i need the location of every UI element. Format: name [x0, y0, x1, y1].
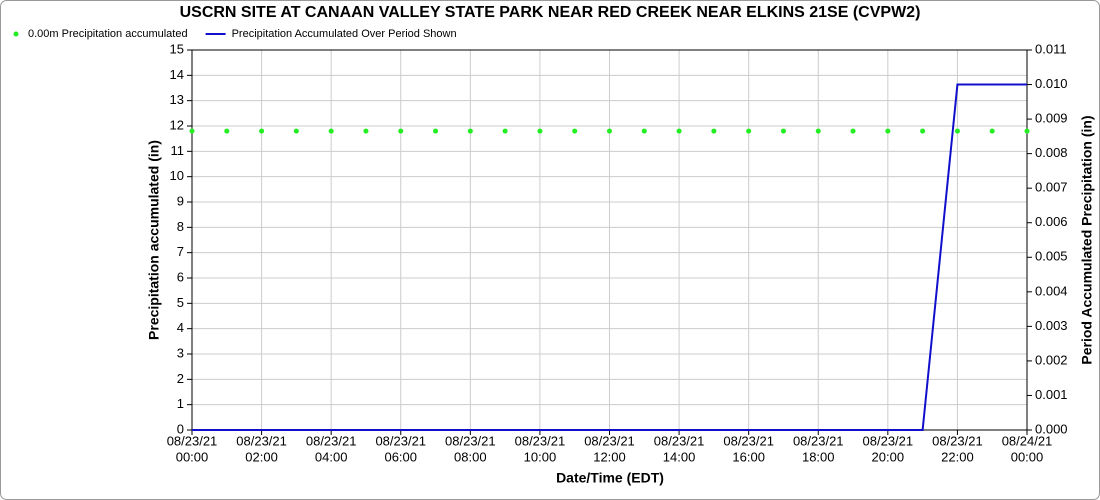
y-tick-label: 14: [170, 67, 184, 82]
x-tick-label: 08/23/21: [863, 433, 914, 448]
x-tick-label: 16:00: [732, 449, 765, 464]
data-line: [192, 83, 1027, 431]
x-tick-label: 08/23/21: [793, 433, 844, 448]
data-point: [850, 128, 856, 134]
y2-tick-label: 0.006: [1035, 214, 1068, 229]
y-tick-label: 12: [170, 117, 184, 132]
y2-tick-label: 0.011: [1035, 41, 1067, 56]
x-tick-label: 08/23/21: [584, 433, 635, 448]
y-tick-label: 15: [170, 41, 184, 56]
data-point: [954, 128, 960, 134]
x-tick-label: 10:00: [524, 449, 557, 464]
x-tick-label: 08/23/21: [654, 433, 705, 448]
data-point: [676, 128, 682, 134]
y2-tick-label: 0.008: [1035, 145, 1068, 160]
data-point: [189, 128, 195, 134]
y2-tick-label: 0.007: [1035, 180, 1068, 195]
y-tick-label: 0: [177, 421, 184, 436]
y2-tick-label: 0.001: [1035, 387, 1068, 402]
y2-axis-label: Period Accumulated Precipitation (in): [1079, 115, 1095, 364]
chart-title: USCRN SITE AT CANAAN VALLEY STATE PARK N…: [180, 4, 921, 21]
y-tick-label: 4: [177, 320, 184, 335]
y2-tick-label: 0.004: [1035, 283, 1068, 298]
x-tick-label: 00:00: [176, 449, 209, 464]
data-point: [224, 128, 230, 134]
y-tick-label: 5: [177, 295, 184, 310]
x-tick-label: 08/23/21: [375, 433, 426, 448]
x-tick-label: 08/23/21: [515, 433, 566, 448]
data-point: [1024, 128, 1030, 134]
y-axis-label: Precipitation accumulated (in): [146, 140, 162, 340]
data-point: [433, 128, 439, 134]
x-tick-label: 08:00: [454, 449, 487, 464]
y-tick-label: 2: [177, 371, 184, 386]
y-tick-label: 8: [177, 219, 184, 234]
x-tick-label: 22:00: [941, 449, 974, 464]
x-tick-label: 12:00: [593, 449, 626, 464]
x-tick-label: 08/23/21: [306, 433, 357, 448]
data-point: [363, 128, 369, 134]
x-tick-label: 00:00: [1011, 449, 1044, 464]
data-point: [572, 128, 578, 134]
x-tick-label: 08/23/21: [236, 433, 287, 448]
data-point: [780, 128, 786, 134]
data-point: [293, 128, 299, 134]
data-point: [711, 128, 717, 134]
data-point: [815, 128, 821, 134]
x-axis-label: Date/Time (EDT): [556, 470, 664, 486]
data-point: [641, 128, 647, 134]
x-tick-label: 08/23/21: [167, 433, 218, 448]
data-point: [746, 128, 752, 134]
legend-marker: [13, 31, 19, 37]
data-point: [920, 128, 926, 134]
x-tick-label: 02:00: [245, 449, 278, 464]
y-tick-label: 13: [170, 92, 184, 107]
y2-tick-label: 0.003: [1035, 318, 1068, 333]
x-tick-label: 18:00: [802, 449, 835, 464]
y-tick-label: 10: [170, 168, 184, 183]
y-tick-label: 1: [177, 396, 184, 411]
y-tick-label: 7: [177, 244, 184, 259]
y-tick-label: 3: [177, 345, 184, 360]
x-tick-label: 08/23/21: [445, 433, 496, 448]
y-tick-label: 6: [177, 269, 184, 284]
data-point: [467, 128, 473, 134]
data-point: [537, 128, 543, 134]
data-point: [259, 128, 265, 134]
y2-tick-label: 0.009: [1035, 111, 1068, 126]
data-point: [885, 128, 891, 134]
y-tick-label: 9: [177, 193, 184, 208]
data-point: [502, 128, 508, 134]
legend-label: Precipitation Accumulated Over Period Sh…: [232, 28, 457, 40]
x-tick-label: 08/23/21: [723, 433, 774, 448]
data-point: [989, 128, 995, 134]
data-point: [328, 128, 334, 134]
x-tick-label: 04:00: [315, 449, 348, 464]
x-tick-label: 20:00: [872, 449, 905, 464]
y2-tick-label: 0.010: [1035, 76, 1068, 91]
y2-tick-label: 0.000: [1035, 421, 1068, 436]
legend-label: 0.00m Precipitation accumulated: [28, 28, 188, 40]
data-point: [607, 128, 612, 134]
x-tick-label: 08/24/21: [1002, 433, 1053, 448]
y-tick-label: 11: [171, 143, 185, 158]
x-tick-label: 14:00: [663, 449, 696, 464]
y2-tick-label: 0.005: [1035, 249, 1068, 264]
data-point: [398, 128, 404, 134]
y2-tick-label: 0.002: [1035, 352, 1068, 367]
x-tick-label: 08/23/21: [932, 433, 983, 448]
x-tick-label: 06:00: [384, 449, 417, 464]
